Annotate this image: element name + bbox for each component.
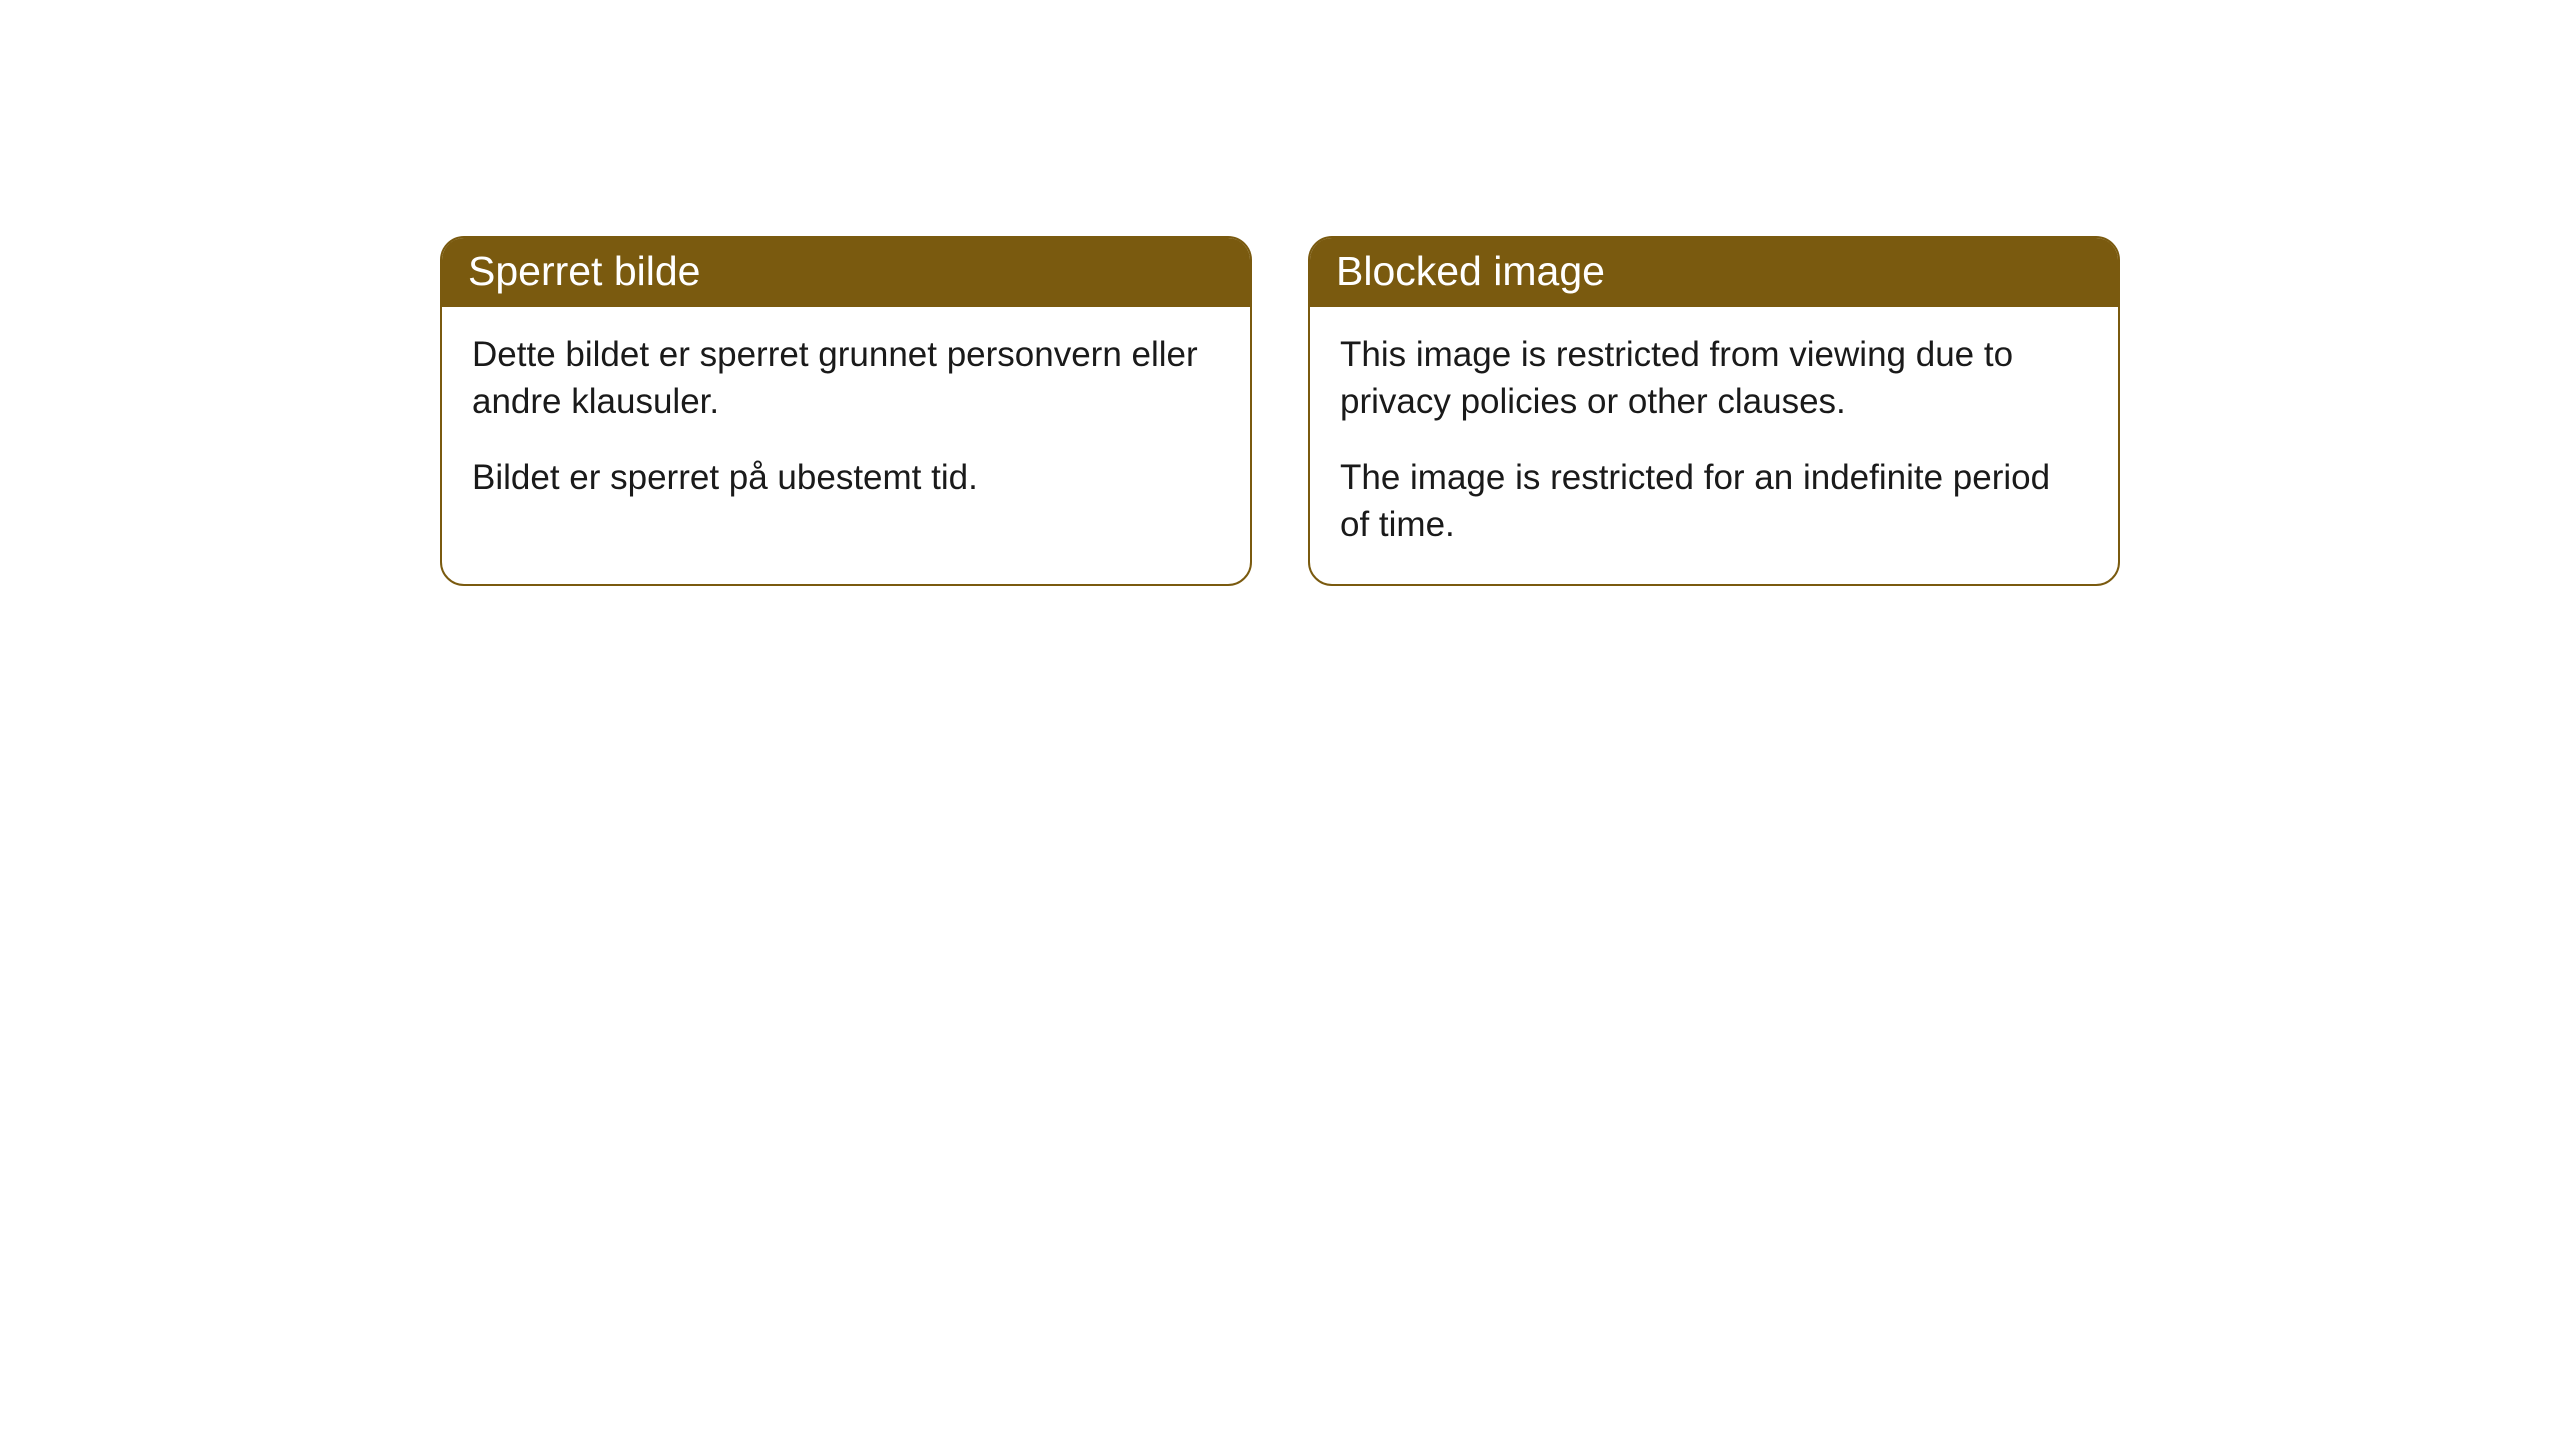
notification-cards-container: Sperret bilde Dette bildet er sperret gr… [440,236,2120,586]
card-header-english: Blocked image [1310,238,2118,307]
card-header-norwegian: Sperret bilde [442,238,1250,307]
card-body-english: This image is restricted from viewing du… [1310,307,2118,584]
card-paragraph: The image is restricted for an indefinit… [1340,454,2088,549]
card-paragraph: Bildet er sperret på ubestemt tid. [472,454,1220,501]
card-body-norwegian: Dette bildet er sperret grunnet personve… [442,307,1250,537]
card-paragraph: Dette bildet er sperret grunnet personve… [472,331,1220,426]
blocked-image-card-norwegian: Sperret bilde Dette bildet er sperret gr… [440,236,1252,586]
card-title: Sperret bilde [468,248,700,294]
card-title: Blocked image [1336,248,1605,294]
blocked-image-card-english: Blocked image This image is restricted f… [1308,236,2120,586]
card-paragraph: This image is restricted from viewing du… [1340,331,2088,426]
